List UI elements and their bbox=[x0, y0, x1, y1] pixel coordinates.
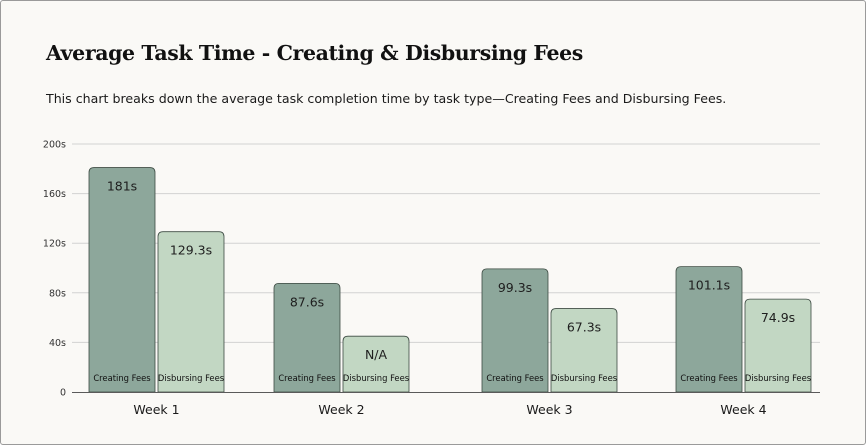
bar-value-label: 181s bbox=[107, 179, 137, 194]
bar-value-label: 87.6s bbox=[290, 294, 324, 309]
bar bbox=[157, 231, 225, 393]
y-tick-label: 200s bbox=[43, 140, 66, 151]
y-tick-label: 0 bbox=[60, 388, 66, 399]
bar-series-label: Disbursing Fees bbox=[551, 373, 617, 383]
x-tick-label: Week 3 bbox=[526, 402, 572, 417]
bar-value-label: 99.3s bbox=[498, 280, 532, 295]
bar-value-label: 101.1s bbox=[688, 278, 730, 293]
bar-series-label: Disbursing Fees bbox=[745, 373, 811, 383]
bar bbox=[342, 335, 410, 393]
bar bbox=[88, 167, 156, 393]
bar-series-label: Creating Fees bbox=[93, 373, 150, 383]
bar-series-label: Creating Fees bbox=[680, 373, 737, 383]
bar bbox=[744, 298, 812, 393]
chart-subtitle: This chart breaks down the average task … bbox=[46, 91, 727, 106]
bar-series-label: Creating Fees bbox=[486, 373, 543, 383]
y-tick-label: 160s bbox=[43, 189, 66, 200]
bar-value-label: 129.3s bbox=[170, 243, 212, 258]
bar-value-label: 74.9s bbox=[761, 310, 795, 325]
bar-series-label: Disbursing Fees bbox=[343, 373, 409, 383]
x-tick-label: Week 4 bbox=[720, 402, 766, 417]
y-tick-label: 40s bbox=[49, 338, 66, 349]
bar-value-label: N/A bbox=[365, 347, 388, 362]
y-tick-label: 120s bbox=[43, 239, 66, 250]
bar bbox=[273, 282, 341, 393]
x-tick-label: Week 1 bbox=[133, 402, 179, 417]
chart-title: Average Task Time - Creating & Disbursin… bbox=[46, 41, 583, 65]
y-tick-label: 80s bbox=[49, 288, 66, 299]
bar bbox=[675, 266, 743, 393]
bar bbox=[481, 268, 549, 393]
bar-series-label: Creating Fees bbox=[278, 373, 335, 383]
x-tick-label: Week 2 bbox=[318, 402, 364, 417]
bar-value-label: 67.3s bbox=[567, 320, 601, 335]
bar-series-label: Disbursing Fees bbox=[158, 373, 224, 383]
bar bbox=[550, 308, 618, 393]
